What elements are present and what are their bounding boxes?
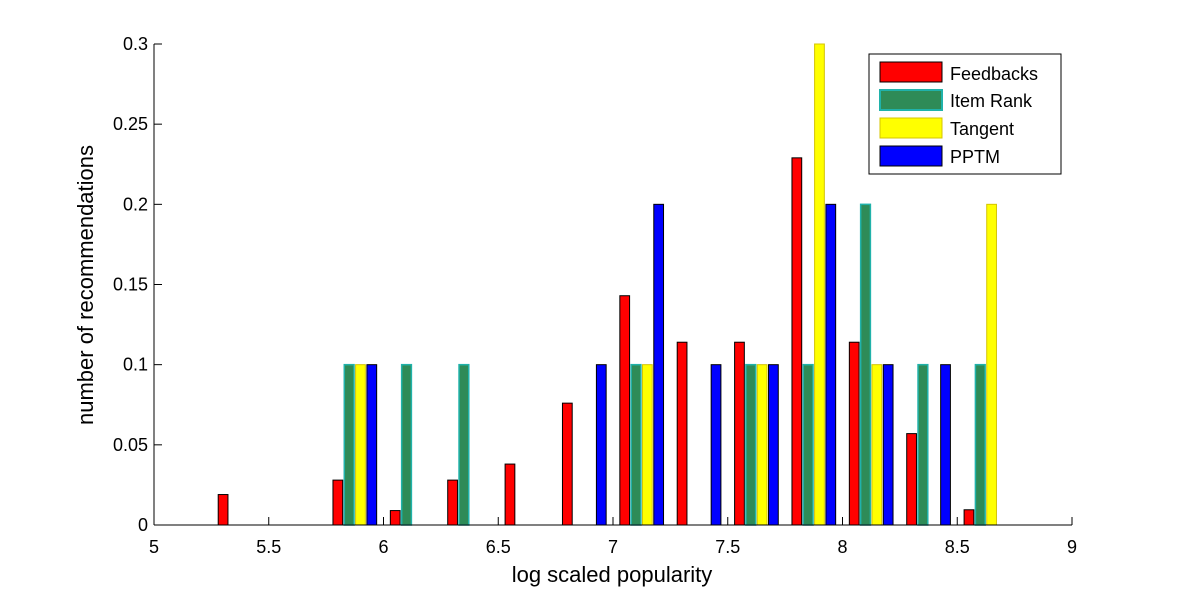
bar-pptm [768, 364, 779, 526]
bar-item-rank [974, 363, 986, 526]
legend-swatch-item-rank [879, 89, 943, 111]
legend-label-tangent: Tangent [950, 119, 1014, 139]
bar-feedbacks [561, 402, 573, 526]
bar-tangent [641, 364, 653, 526]
bar-item-rank [458, 363, 470, 526]
y-tick-label: 0.1 [123, 355, 148, 375]
bar-feedbacks [906, 433, 917, 526]
bar-pptm [366, 364, 378, 526]
x-tick-label: 5 [149, 537, 159, 557]
bar-tangent [871, 364, 883, 526]
bar-feedbacks [504, 463, 516, 526]
bars-group [217, 43, 997, 526]
x-axis-label: log scaled popularity [512, 562, 713, 587]
bar-feedbacks [447, 479, 458, 526]
bar-feedbacks [734, 341, 745, 526]
bar-tangent [986, 203, 997, 526]
bar-feedbacks [676, 341, 688, 526]
y-tick-label: 0.3 [123, 34, 148, 54]
x-tick-label: 7.5 [715, 537, 740, 557]
legend-label-item-rank: Item Rank [950, 91, 1033, 111]
x-tick-label: 7 [608, 537, 618, 557]
bar-feedbacks [791, 157, 803, 526]
bar-feedbacks [217, 494, 229, 526]
bar-pptm [940, 364, 951, 526]
bar-item-rank [630, 363, 642, 526]
bar-item-rank [343, 363, 355, 526]
bar-feedbacks [963, 509, 975, 526]
ticks-group: 5 5.5 6 6.5 7 7.5 8 8.5 9 0 0.05 0.1 0.15 0.2 0.25 0.3 [113, 34, 1077, 557]
bar-tangent [814, 43, 825, 526]
bar-item-rank [802, 363, 814, 526]
bar-tangent [355, 364, 366, 526]
bar-feedbacks [848, 341, 860, 526]
bar-item-rank [745, 363, 757, 526]
y-tick-label: 0.25 [113, 114, 148, 134]
bar-feedbacks [389, 510, 401, 526]
x-tick-label: 8 [837, 537, 847, 557]
y-tick-label: 0.15 [113, 275, 148, 295]
y-tick-label: 0 [138, 515, 148, 535]
bar-item-rank [859, 203, 872, 526]
x-tick-label: 8.5 [945, 537, 970, 557]
bar-pptm [825, 203, 837, 526]
legend-label-pptm: PPTM [950, 147, 1000, 167]
legend-swatch-feedbacks [879, 61, 943, 83]
bar-tangent [756, 364, 768, 526]
x-tick-label: 6 [378, 537, 388, 557]
y-tick-label: 0.05 [113, 435, 148, 455]
bar-pptm [595, 364, 607, 526]
bar-item-rank [917, 363, 929, 526]
x-tick-label: 6.5 [486, 537, 511, 557]
bar-pptm [710, 364, 722, 526]
y-tick-label: 0.2 [123, 194, 148, 214]
x-tick-label: 9 [1067, 537, 1077, 557]
bar-pptm [882, 364, 894, 526]
x-tick-label: 5.5 [256, 537, 281, 557]
bar-feedbacks [332, 479, 344, 526]
bar-item-rank [400, 363, 413, 526]
legend: Feedbacks Item Rank Tangent PPTM [868, 53, 1062, 175]
bar-feedbacks [619, 295, 631, 526]
legend-swatch-pptm [879, 145, 943, 167]
bar-pptm [653, 203, 665, 526]
legend-swatch-tangent [879, 117, 943, 139]
y-axis-label: number of recommendations [73, 145, 98, 425]
legend-label-feedbacks: Feedbacks [950, 64, 1038, 84]
